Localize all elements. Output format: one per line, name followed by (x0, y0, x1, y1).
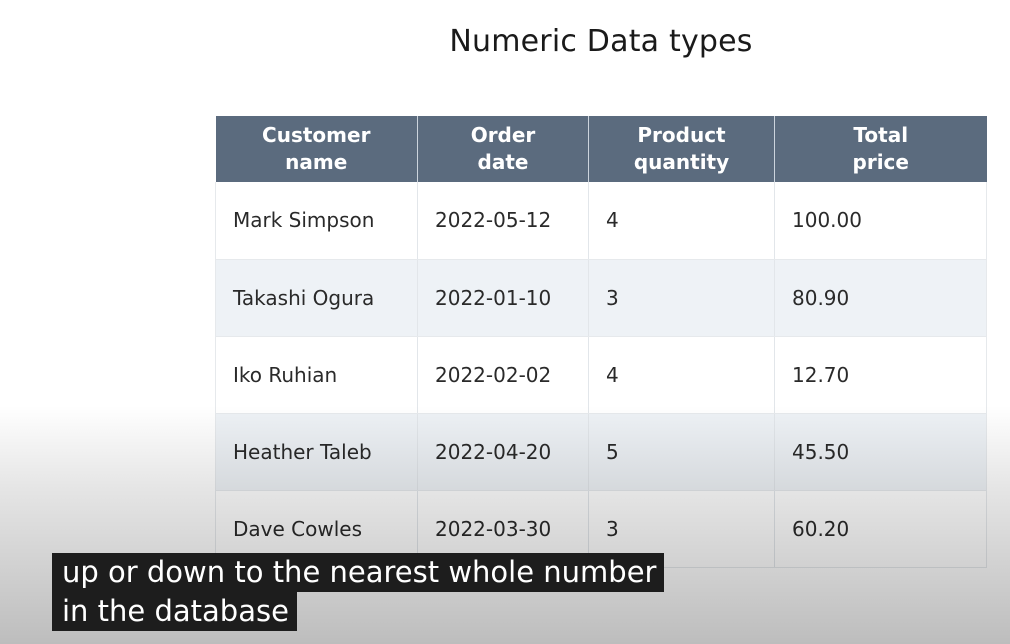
cell-customer-name: Dave Cowles (215, 490, 418, 568)
caption-line-2: in the database (52, 592, 297, 631)
cell-customer-name: Takashi Ogura (215, 259, 418, 337)
cell-total-price: 45.50 (774, 413, 987, 491)
cell-total-price: 100.00 (774, 182, 987, 260)
cell-customer-name: Iko Ruhian (215, 336, 418, 414)
table-row: Mark Simpson 2022-05-12 4 100.00 (215, 182, 987, 260)
cell-product-quantity: 5 (588, 413, 775, 491)
table-row: Iko Ruhian 2022-02-02 4 12.70 (215, 336, 987, 414)
cell-product-quantity: 4 (588, 182, 775, 260)
slide-title: Numeric Data types (449, 24, 753, 59)
cell-product-quantity: 4 (588, 336, 775, 414)
table-row: Dave Cowles 2022-03-30 3 60.20 (215, 490, 987, 568)
table-row: Takashi Ogura 2022-01-10 3 80.90 (215, 259, 987, 337)
cell-product-quantity: 3 (588, 259, 775, 337)
column-header-product-quantity: Product quantity (588, 116, 775, 182)
cell-total-price: 80.90 (774, 259, 987, 337)
cell-total-price: 12.70 (774, 336, 987, 414)
orders-table: Customer name Order date Product quantit… (215, 116, 987, 568)
cell-total-price: 60.20 (774, 490, 987, 568)
cell-order-date: 2022-02-02 (417, 336, 589, 414)
cell-order-date: 2022-05-12 (417, 182, 589, 260)
cell-order-date: 2022-01-10 (417, 259, 589, 337)
table-row: Heather Taleb 2022-04-20 5 45.50 (215, 413, 987, 491)
cell-customer-name: Mark Simpson (215, 182, 418, 260)
column-header-total-price: Total price (774, 116, 987, 182)
cell-order-date: 2022-04-20 (417, 413, 589, 491)
cell-customer-name: Heather Taleb (215, 413, 418, 491)
table-header-row: Customer name Order date Product quantit… (215, 116, 987, 182)
video-captions: up or down to the nearest whole number i… (52, 553, 665, 631)
column-header-customer-name: Customer name (215, 116, 418, 182)
column-header-order-date: Order date (417, 116, 589, 182)
caption-line-1: up or down to the nearest whole number (52, 553, 665, 592)
